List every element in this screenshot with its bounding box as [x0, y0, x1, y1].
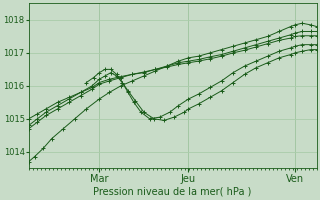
X-axis label: Pression niveau de la mer( hPa ): Pression niveau de la mer( hPa ) [93, 187, 252, 197]
